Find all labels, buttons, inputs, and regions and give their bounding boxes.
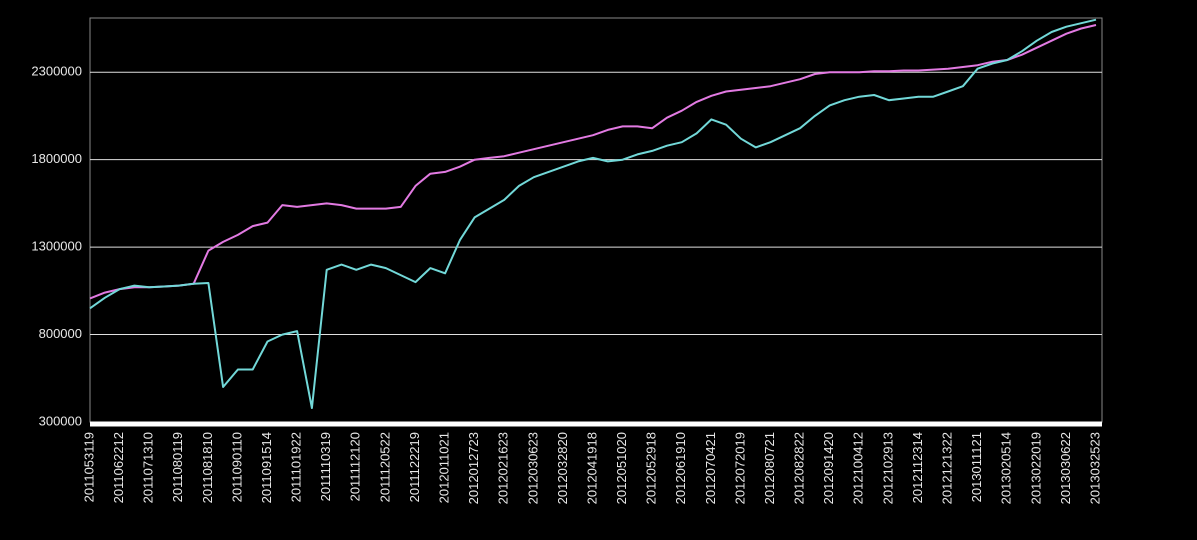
x-tick-label: 2012032820 xyxy=(555,432,570,504)
x-tick-label: 2012100412 xyxy=(851,432,866,504)
y-tick-label: 300000 xyxy=(39,413,82,428)
x-tick-label: 2011081810 xyxy=(200,432,215,503)
x-tick-label: 2013011121 xyxy=(969,432,984,502)
x-tick-label: 2012030623 xyxy=(525,432,540,504)
series-line xyxy=(89,18,1097,409)
x-tick-label: 2012061910 xyxy=(673,432,688,504)
x-tick-label: 2011091514 xyxy=(259,432,274,503)
x-tick-label: 2013020514 xyxy=(999,432,1014,504)
y-tick-label: 1300000 xyxy=(31,239,82,254)
x-tick-label: 2011101922 xyxy=(289,432,304,502)
x-tick-label: 2012082822 xyxy=(792,432,807,504)
x-tick-label: 2013022019 xyxy=(1028,432,1043,504)
x-tick-label: 2011071310 xyxy=(141,432,156,503)
x-tick-label: 2012011021 xyxy=(436,432,451,503)
x-tick-label: 2012012723 xyxy=(466,432,481,504)
y-tick-label: 800000 xyxy=(39,326,82,341)
x-tick-label: 2012021623 xyxy=(496,432,511,504)
x-tick-label: 2011053119 xyxy=(81,432,96,502)
x-tick-label: 2012041918 xyxy=(584,432,599,504)
x-tick-label: 2011062212 xyxy=(111,432,126,503)
x-tick-label: 2012121322 xyxy=(939,432,954,504)
x-tick-label: 2012072019 xyxy=(732,432,747,504)
x-tick-label: 2012102913 xyxy=(880,432,895,504)
x-tick-label: 2012052918 xyxy=(644,432,659,504)
x-tick-label: 2012112314 xyxy=(910,432,925,503)
series-line xyxy=(89,24,1097,300)
x-tick-label: 2012091420 xyxy=(821,432,836,504)
x-tick-label: 2011112120 xyxy=(348,432,363,501)
y-tick-label: 2300000 xyxy=(31,64,82,79)
x-tick-label: 2011080119 xyxy=(170,432,185,502)
x-tick-label: 2011110319 xyxy=(318,432,333,501)
x-tick-label: 2012051020 xyxy=(614,432,629,504)
x-tick-label: 2011120522 xyxy=(377,432,392,502)
x-tick-label: 2011090110 xyxy=(229,432,244,502)
x-tick-label: 2012070421 xyxy=(703,432,718,504)
x-tick-label: 2012080721 xyxy=(762,432,777,504)
x-tick-label: 2013030622 xyxy=(1058,432,1073,504)
x-tick-label: 2011122219 xyxy=(407,432,422,502)
y-tick-label: 1800000 xyxy=(31,151,82,166)
x-tick-label: 2013032523 xyxy=(1087,432,1102,504)
